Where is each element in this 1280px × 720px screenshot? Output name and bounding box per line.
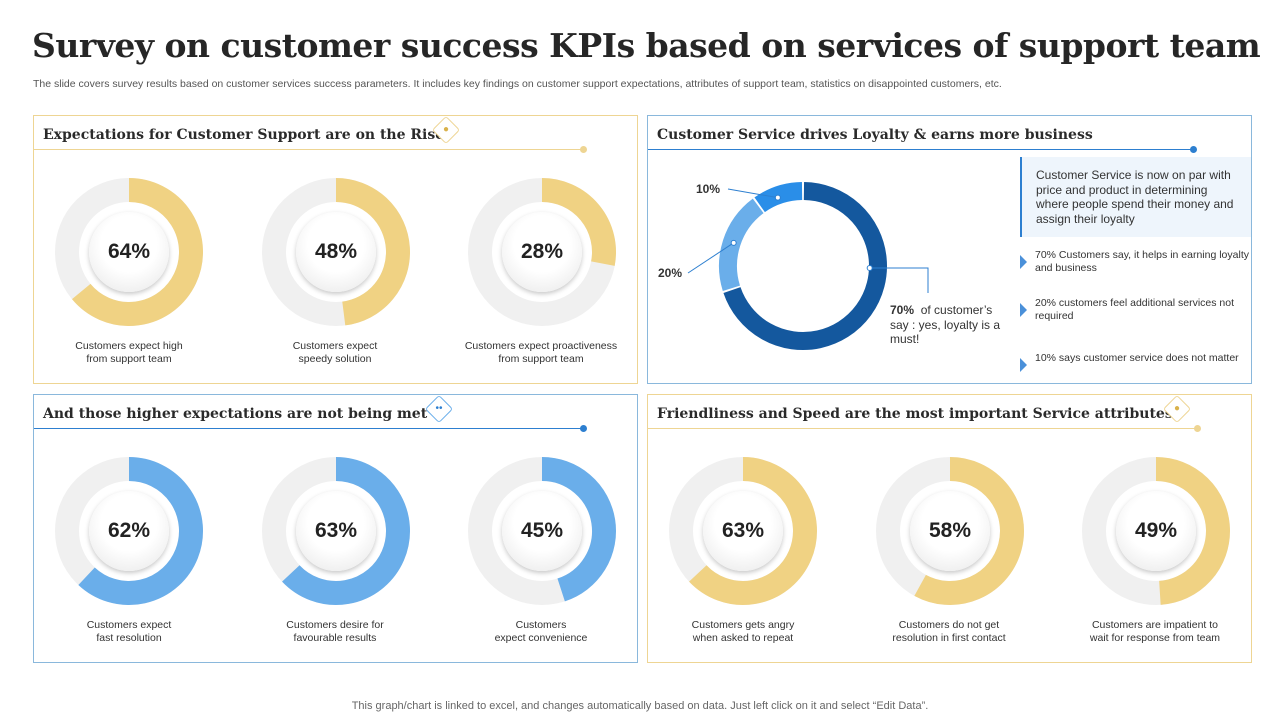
- donut-value-arc: [541, 178, 616, 266]
- donut-center: [910, 491, 990, 571]
- panel-attributes: Friendliness and Speed are the most impo…: [647, 394, 1252, 663]
- donut-value-label: 64%: [107, 240, 151, 263]
- donut-center: [1116, 491, 1196, 571]
- donut-svg: [468, 178, 616, 326]
- panel-loyalty: Customer Service drives Loyalty & earns …: [647, 115, 1252, 384]
- loyalty-note: Customer Service is now on par with pric…: [1020, 157, 1251, 237]
- donut-caption: Customers gets angry when asked to repeat: [691, 619, 795, 644]
- underline-dot: [1194, 425, 1201, 432]
- donut-svg: [262, 457, 410, 605]
- loyalty-donut-chart: [687, 182, 929, 350]
- donut-caption: Customers desire for favourable results: [286, 619, 384, 644]
- donut-center: [703, 491, 783, 571]
- donut-value-arc: [282, 457, 410, 605]
- title-underline: [34, 428, 584, 429]
- donut-caption: Customers are impatient to wait for respo…: [1089, 619, 1221, 644]
- donut-svg: [55, 457, 203, 605]
- donut-value-label: 63%: [721, 519, 765, 542]
- donut-chart: 63%: [668, 456, 818, 606]
- donut-center: [296, 212, 376, 292]
- leader-line-10-dot: [774, 194, 781, 201]
- donut-svg: [1082, 457, 1230, 605]
- data-label-70: 70% of customer’s say : yes, loyalty is …: [890, 303, 1010, 347]
- donut-svg: [262, 178, 410, 326]
- title-underline: [34, 149, 584, 150]
- donut-value-arc: [335, 178, 410, 326]
- leader-line-20: [687, 242, 734, 274]
- data-label-70-pct: 70%: [890, 303, 915, 317]
- donut-chart: 62%: [54, 456, 204, 606]
- title-underline: [648, 428, 1198, 429]
- donut-value-label: 63%: [314, 519, 358, 542]
- triangle-bullet-icon: [1020, 303, 1027, 317]
- donut-value-arc: [1155, 457, 1230, 605]
- panel-title: Customer Service drives Loyalty & earns …: [657, 127, 1093, 143]
- donut-center: [296, 491, 376, 571]
- loyalty-segment-70: [723, 182, 887, 350]
- data-label-10: 10%: [696, 182, 721, 196]
- panel-not-met: And those higher expectations are not be…: [33, 394, 638, 663]
- panel-title: And those higher expectations are not be…: [43, 406, 428, 422]
- data-label-70-text: of customer’s say : yes, loyalty is a mu…: [890, 303, 1001, 346]
- panel-expectations: Expectations for Customer Support are on…: [33, 115, 638, 384]
- title-underline: [648, 149, 1193, 150]
- people-network-icon: ••: [424, 394, 454, 424]
- underline-dot: [580, 146, 587, 153]
- donut-value-label: 48%: [314, 240, 358, 263]
- donut-value-label: 28%: [520, 240, 564, 263]
- donut-chart: 63%: [261, 456, 411, 606]
- leader-line-20-dot: [730, 239, 737, 246]
- donut-value-arc: [914, 457, 1024, 605]
- donut-value-arc: [689, 457, 817, 605]
- donut-value-arc: [541, 457, 616, 602]
- data-label-20: 20%: [658, 266, 683, 280]
- donut-caption: Customers expect convenience: [494, 619, 588, 644]
- donut-caption: Customers expect high from support team: [75, 340, 183, 365]
- leader-line-10: [727, 188, 778, 199]
- panel-title: Expectations for Customer Support are on…: [43, 127, 445, 143]
- loyalty-segment-10: [754, 182, 803, 213]
- donut-value-label: 45%: [520, 519, 564, 542]
- donut-value-label: 58%: [928, 519, 972, 542]
- page-title: Survey on customer success KPIs based on…: [32, 26, 1261, 65]
- donut-caption: Customers expect proactiveness from suppo…: [464, 340, 618, 365]
- donut-center: [89, 491, 169, 571]
- loyalty-segment-20: [719, 198, 764, 291]
- donut-caption: Customers expect fast resolution: [86, 619, 172, 644]
- leader-line-70-dot: [866, 265, 873, 271]
- donut-chart: 48%: [261, 177, 411, 327]
- donut-svg: [55, 178, 203, 326]
- donut-center: [502, 212, 582, 292]
- donut-svg: [669, 457, 817, 605]
- donut-value-arc: [78, 457, 203, 605]
- leader-line-70: [869, 267, 929, 293]
- underline-dot: [580, 425, 587, 432]
- triangle-bullet-icon: [1020, 255, 1027, 269]
- footer-note: This graph/chart is linked to excel, and…: [351, 700, 929, 712]
- donut-caption: Customers expect speedy solution: [292, 340, 378, 365]
- page-subtitle: The slide covers survey results based on…: [33, 78, 1002, 90]
- donut-chart: 64%: [54, 177, 204, 327]
- donut-svg: [876, 457, 1024, 605]
- triangle-bullet-icon: [1020, 358, 1027, 372]
- donut-center: [89, 212, 169, 292]
- donut-value-label: 62%: [107, 519, 151, 542]
- donut-chart: 49%: [1081, 456, 1231, 606]
- panel-title: Friendliness and Speed are the most impo…: [657, 406, 1173, 422]
- underline-dot: [1190, 146, 1197, 153]
- donut-chart: 58%: [875, 456, 1025, 606]
- donut-center: [502, 491, 582, 571]
- donut-chart: 28%: [467, 177, 617, 327]
- donut-value-label: 49%: [1134, 519, 1178, 542]
- donut-chart: 45%: [467, 456, 617, 606]
- donut-svg: [468, 457, 616, 605]
- donut-caption: Customers do not get resolution in first …: [892, 619, 1006, 644]
- donut-value-arc: [72, 178, 203, 326]
